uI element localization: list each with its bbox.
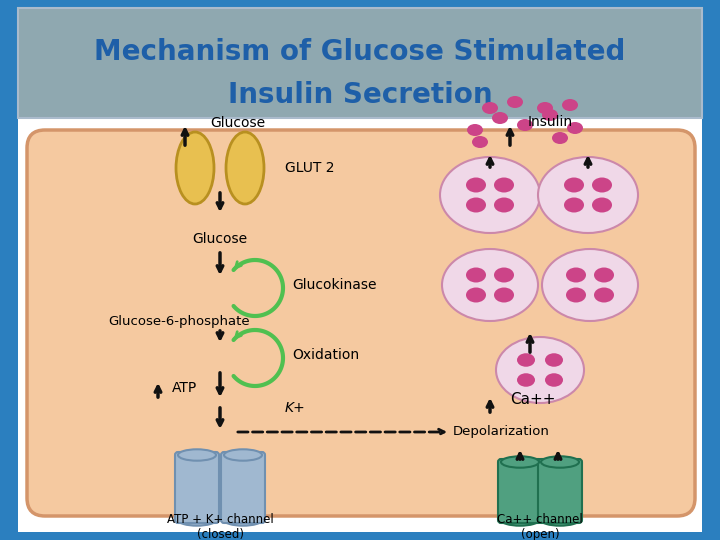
- Ellipse shape: [178, 514, 216, 526]
- Ellipse shape: [178, 449, 216, 461]
- Text: Glucose: Glucose: [210, 116, 265, 130]
- Text: Insulin: Insulin: [528, 115, 573, 129]
- Ellipse shape: [592, 178, 612, 192]
- FancyBboxPatch shape: [538, 459, 582, 523]
- Ellipse shape: [562, 99, 578, 111]
- Text: K+: K+: [285, 401, 306, 415]
- Ellipse shape: [545, 373, 563, 387]
- Ellipse shape: [176, 132, 214, 204]
- Ellipse shape: [440, 157, 540, 233]
- FancyBboxPatch shape: [221, 452, 265, 523]
- Text: GLUT 2: GLUT 2: [285, 161, 335, 175]
- Ellipse shape: [537, 102, 553, 114]
- Ellipse shape: [494, 198, 514, 213]
- Ellipse shape: [517, 119, 533, 131]
- Ellipse shape: [226, 132, 264, 204]
- Bar: [18, 8, 702, 118]
- FancyBboxPatch shape: [27, 130, 695, 516]
- Ellipse shape: [541, 514, 579, 526]
- Text: Glucose: Glucose: [192, 232, 248, 246]
- Ellipse shape: [545, 353, 563, 367]
- Ellipse shape: [564, 178, 584, 192]
- Ellipse shape: [494, 287, 514, 302]
- Ellipse shape: [564, 198, 584, 213]
- Ellipse shape: [542, 109, 558, 121]
- Text: Glucose-6-phosphate: Glucose-6-phosphate: [108, 315, 250, 328]
- Ellipse shape: [501, 514, 539, 526]
- Ellipse shape: [224, 514, 262, 526]
- Ellipse shape: [466, 198, 486, 213]
- Ellipse shape: [466, 267, 486, 282]
- Ellipse shape: [592, 198, 612, 213]
- Ellipse shape: [492, 112, 508, 124]
- Ellipse shape: [442, 249, 538, 321]
- Ellipse shape: [541, 456, 579, 468]
- FancyBboxPatch shape: [498, 459, 542, 523]
- Ellipse shape: [466, 178, 486, 192]
- Text: ATP: ATP: [172, 381, 197, 395]
- Text: Depolarization: Depolarization: [453, 426, 550, 438]
- Ellipse shape: [594, 287, 614, 302]
- Ellipse shape: [494, 267, 514, 282]
- Ellipse shape: [501, 456, 539, 468]
- Text: ATP + K+ channel
(closed): ATP + K+ channel (closed): [166, 513, 274, 540]
- Ellipse shape: [566, 267, 586, 282]
- Ellipse shape: [517, 353, 535, 367]
- Ellipse shape: [224, 449, 262, 461]
- Ellipse shape: [517, 373, 535, 387]
- Ellipse shape: [466, 287, 486, 302]
- Ellipse shape: [467, 124, 483, 136]
- Ellipse shape: [594, 267, 614, 282]
- Ellipse shape: [496, 337, 584, 403]
- Text: Mechanism of Glucose Stimulated: Mechanism of Glucose Stimulated: [94, 38, 626, 66]
- Text: Ca++ channel
(open): Ca++ channel (open): [497, 513, 583, 540]
- Text: Glucokinase: Glucokinase: [292, 278, 377, 292]
- Text: Insulin Secretion: Insulin Secretion: [228, 81, 492, 109]
- Ellipse shape: [538, 157, 638, 233]
- Ellipse shape: [566, 287, 586, 302]
- Ellipse shape: [472, 136, 488, 148]
- Text: Oxidation: Oxidation: [292, 348, 359, 362]
- Text: Ca++: Ca++: [510, 393, 556, 408]
- FancyBboxPatch shape: [175, 452, 219, 523]
- Ellipse shape: [494, 178, 514, 192]
- Ellipse shape: [552, 132, 568, 144]
- Ellipse shape: [482, 102, 498, 114]
- Ellipse shape: [567, 122, 583, 134]
- Ellipse shape: [507, 96, 523, 108]
- Ellipse shape: [542, 249, 638, 321]
